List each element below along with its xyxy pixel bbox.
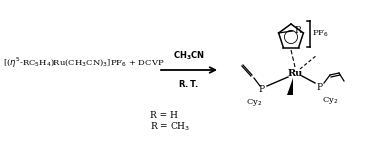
Text: P: P <box>317 83 323 91</box>
Text: R = H: R = H <box>150 110 178 119</box>
Text: Ru: Ru <box>287 68 303 77</box>
Text: R = CH$_3$: R = CH$_3$ <box>150 121 191 133</box>
Text: [($\eta^5$-RC$_5$H$_4$)Ru(CH$_3$CN)$_3$]PF$_6$ + DCVP: [($\eta^5$-RC$_5$H$_4$)Ru(CH$_3$CN)$_3$]… <box>3 56 164 70</box>
Text: P: P <box>259 86 265 95</box>
Text: R: R <box>294 27 301 36</box>
Text: Cy$_2$: Cy$_2$ <box>322 95 338 106</box>
Text: Cy$_2$: Cy$_2$ <box>246 97 262 108</box>
Polygon shape <box>287 78 293 95</box>
Text: $\bf{CH_3CN}$: $\bf{CH_3CN}$ <box>173 49 205 62</box>
Text: PF$_6$: PF$_6$ <box>311 29 328 39</box>
Text: $\bf{R.T.}$: $\bf{R.T.}$ <box>178 78 200 89</box>
